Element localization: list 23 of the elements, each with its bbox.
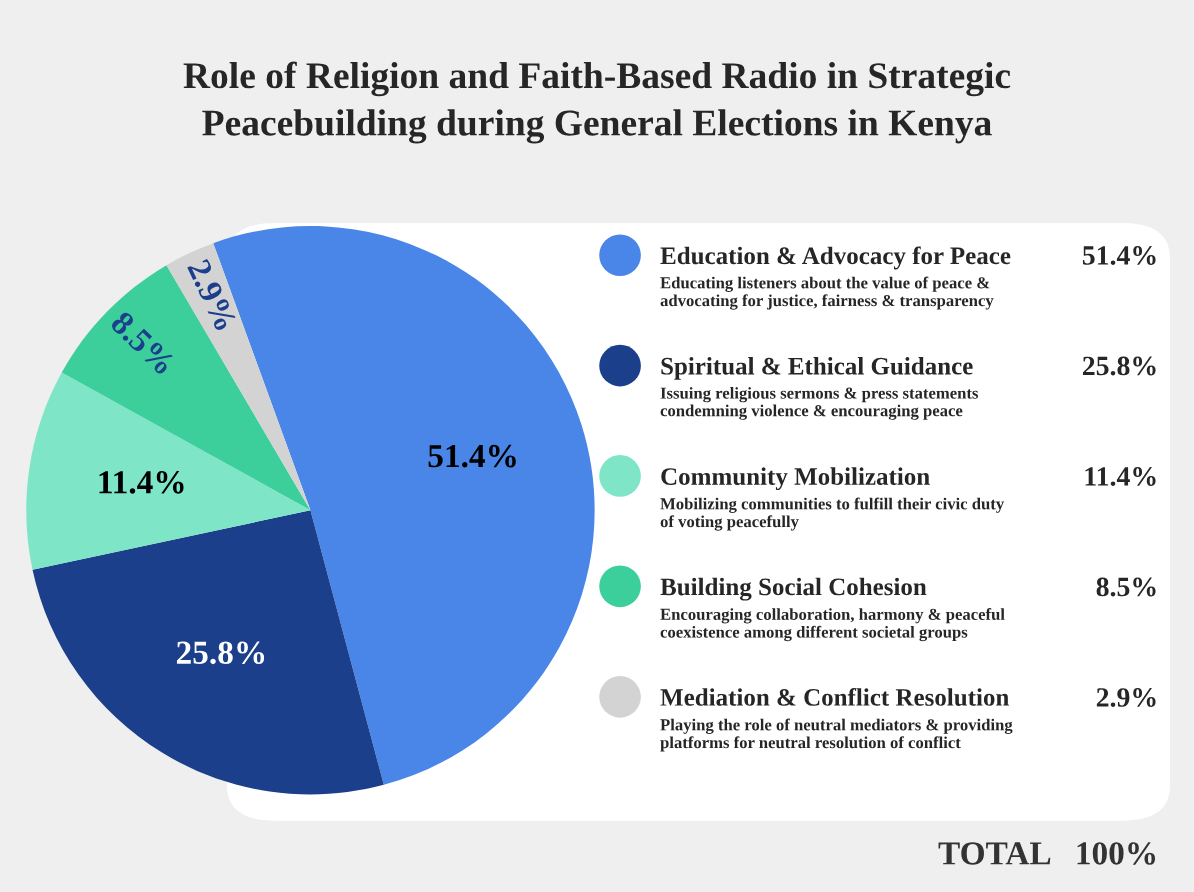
text: TOTAL 100% — [938, 842, 1156, 865]
chart-title: Role of Religion and Faith-Based Radio in Strategic Peacebuilding during General Elections in Kenya — [183, 61, 1011, 144]
data-label: 51.4% — [428, 444, 516, 468]
pie-slice — [32, 510, 384, 795]
text: Issuing religious sermons & press statements condemning violence & encouraging peace — [660, 387, 979, 420]
data-label: 2.9% — [186, 258, 238, 332]
legend-label: Mediation & Conflict Resolution — [660, 688, 1009, 706]
text: 25.8% — [1082, 356, 1156, 376]
legend-label: Spiritual & Ethical Guidance — [661, 357, 973, 380]
legend-label: Education & Advocacy for Peace — [660, 246, 1011, 270]
pie-slice — [26, 372, 311, 570]
text: Playing the role of neutral mediators & providing platforms for neutral resolution of conflict — [660, 718, 1013, 752]
text: Educating listeners about the value of peace & advocating for justice, fairness & transparency — [660, 276, 994, 310]
data-label: 11.4% — [99, 471, 184, 494]
text: Mobilizing communities to fulfill their civic duty of voting peacefully — [660, 497, 1005, 531]
legend-label: Building Social Cohesion — [660, 577, 927, 601]
text: 8.5% — [1096, 577, 1156, 597]
text: 2.9% — [1096, 688, 1156, 707]
data-label: 25.8% — [176, 641, 265, 665]
text: 11.4% — [1085, 467, 1156, 486]
text: 51.4% — [1082, 246, 1156, 265]
legend-label: Community Mobilization — [661, 467, 930, 491]
text: Encouraging collaboration, harmony & peaceful coexistence among different societal groups — [660, 608, 1005, 642]
